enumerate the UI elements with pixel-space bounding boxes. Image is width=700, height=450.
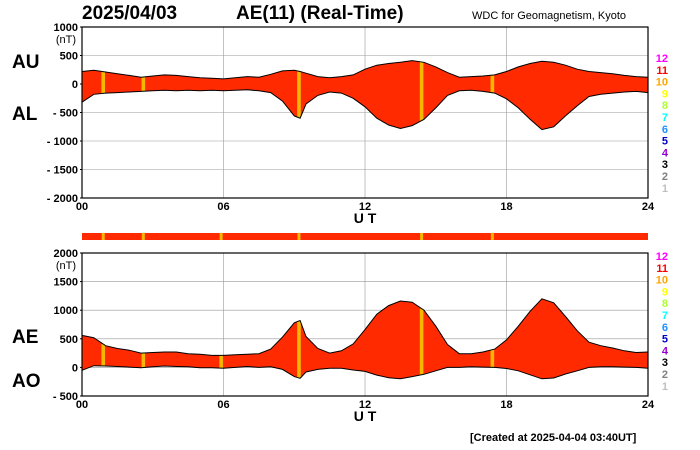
data-gap-bar bbox=[141, 76, 146, 92]
status-strip-gap bbox=[101, 233, 105, 240]
chart-title: AE(11) (Real-Time) bbox=[236, 3, 404, 24]
y-tick-label: 1500 bbox=[54, 277, 78, 289]
series-line-au bbox=[81, 60, 649, 80]
unit-label: (nT) bbox=[56, 34, 76, 46]
x-tick-label: 12 bbox=[359, 399, 371, 411]
x-tick-label: 24 bbox=[642, 399, 655, 411]
station-number-5: 5 bbox=[662, 334, 668, 346]
series-line-ao bbox=[81, 365, 649, 380]
unit-label: (nT) bbox=[56, 260, 76, 272]
data-gap-bar bbox=[101, 344, 106, 366]
station-number-7: 7 bbox=[662, 112, 668, 124]
al-label: AL bbox=[12, 104, 38, 125]
station-number-1: 1 bbox=[662, 183, 668, 195]
index-fill-area bbox=[82, 60, 648, 130]
status-strip bbox=[82, 233, 648, 240]
x-tick-label: 00 bbox=[76, 399, 88, 411]
station-number-11: 11 bbox=[656, 65, 668, 77]
au-label: AU bbox=[12, 52, 40, 73]
status-strip-gap bbox=[490, 233, 494, 240]
station-number-6: 6 bbox=[662, 124, 668, 136]
data-gap-bar bbox=[490, 349, 495, 368]
station-number-8: 8 bbox=[662, 100, 668, 112]
x-tick-label: 06 bbox=[217, 399, 229, 411]
series-line-ae bbox=[81, 298, 649, 356]
station-number-12: 12 bbox=[656, 53, 668, 65]
station-number-10: 10 bbox=[656, 77, 668, 89]
station-number-4: 4 bbox=[662, 345, 669, 357]
organization-label: WDC for Geomagnetism, Kyoto bbox=[472, 10, 627, 22]
index-fill-area bbox=[82, 298, 648, 379]
status-strip-gap bbox=[141, 233, 145, 240]
ao-label: AO bbox=[12, 371, 41, 392]
x-tick-label: 12 bbox=[359, 201, 371, 213]
y-tick-label: 0 bbox=[72, 362, 78, 374]
station-number-9: 9 bbox=[662, 286, 668, 298]
data-gap-bar bbox=[297, 71, 301, 118]
y-tick-label: - 1000 bbox=[47, 136, 78, 148]
station-number-8: 8 bbox=[662, 298, 668, 310]
series-line-al bbox=[81, 89, 649, 131]
plot-frame bbox=[81, 252, 649, 397]
ae-label: AE bbox=[12, 327, 39, 348]
y-tick-label: 1000 bbox=[54, 22, 78, 34]
status-strip-gap bbox=[297, 233, 301, 240]
data-gap-bar bbox=[490, 75, 495, 93]
y-tick-label: 500 bbox=[60, 51, 78, 63]
y-tick-label: 0 bbox=[72, 79, 78, 91]
x-tick-label: 00 bbox=[76, 201, 88, 213]
x-tick-label: 18 bbox=[500, 201, 512, 213]
chart-date: 2025/04/03 bbox=[82, 3, 178, 24]
status-strip-gap bbox=[420, 233, 424, 240]
station-number-7: 7 bbox=[662, 310, 668, 322]
x-tick-label: 18 bbox=[500, 399, 512, 411]
created-timestamp: [Created at 2025-04-04 03:40UT] bbox=[470, 432, 637, 444]
data-gap-bar bbox=[101, 71, 106, 94]
station-number-12: 12 bbox=[656, 251, 668, 263]
station-number-10: 10 bbox=[656, 275, 668, 287]
data-gap-bar bbox=[419, 61, 424, 121]
data-gap-bar bbox=[419, 308, 424, 375]
station-number-4: 4 bbox=[662, 147, 669, 159]
station-number-2: 2 bbox=[662, 369, 668, 381]
station-number-6: 6 bbox=[662, 322, 668, 334]
station-number-11: 11 bbox=[656, 263, 668, 275]
data-gap-bar bbox=[141, 352, 146, 368]
station-number-2: 2 bbox=[662, 171, 668, 183]
y-tick-label: - 500 bbox=[53, 108, 78, 120]
x-axis-label: U T bbox=[354, 408, 377, 424]
x-axis-label: U T bbox=[354, 210, 377, 226]
station-number-3: 3 bbox=[662, 159, 668, 171]
x-tick-label: 06 bbox=[217, 201, 229, 213]
station-number-9: 9 bbox=[662, 88, 668, 100]
y-tick-label: 2000 bbox=[54, 248, 78, 260]
data-gap-bar bbox=[297, 320, 301, 378]
station-number-3: 3 bbox=[662, 357, 668, 369]
y-tick-label: 1000 bbox=[54, 305, 78, 317]
station-number-1: 1 bbox=[662, 381, 668, 393]
y-tick-label: - 2000 bbox=[47, 193, 78, 205]
data-gap-bar bbox=[219, 355, 223, 369]
y-tick-label: - 500 bbox=[53, 391, 78, 403]
y-tick-label: 500 bbox=[60, 334, 78, 346]
station-number-5: 5 bbox=[662, 136, 668, 148]
status-strip-gap bbox=[219, 233, 223, 240]
x-tick-label: 24 bbox=[642, 201, 655, 213]
y-tick-label: - 1500 bbox=[47, 165, 78, 177]
